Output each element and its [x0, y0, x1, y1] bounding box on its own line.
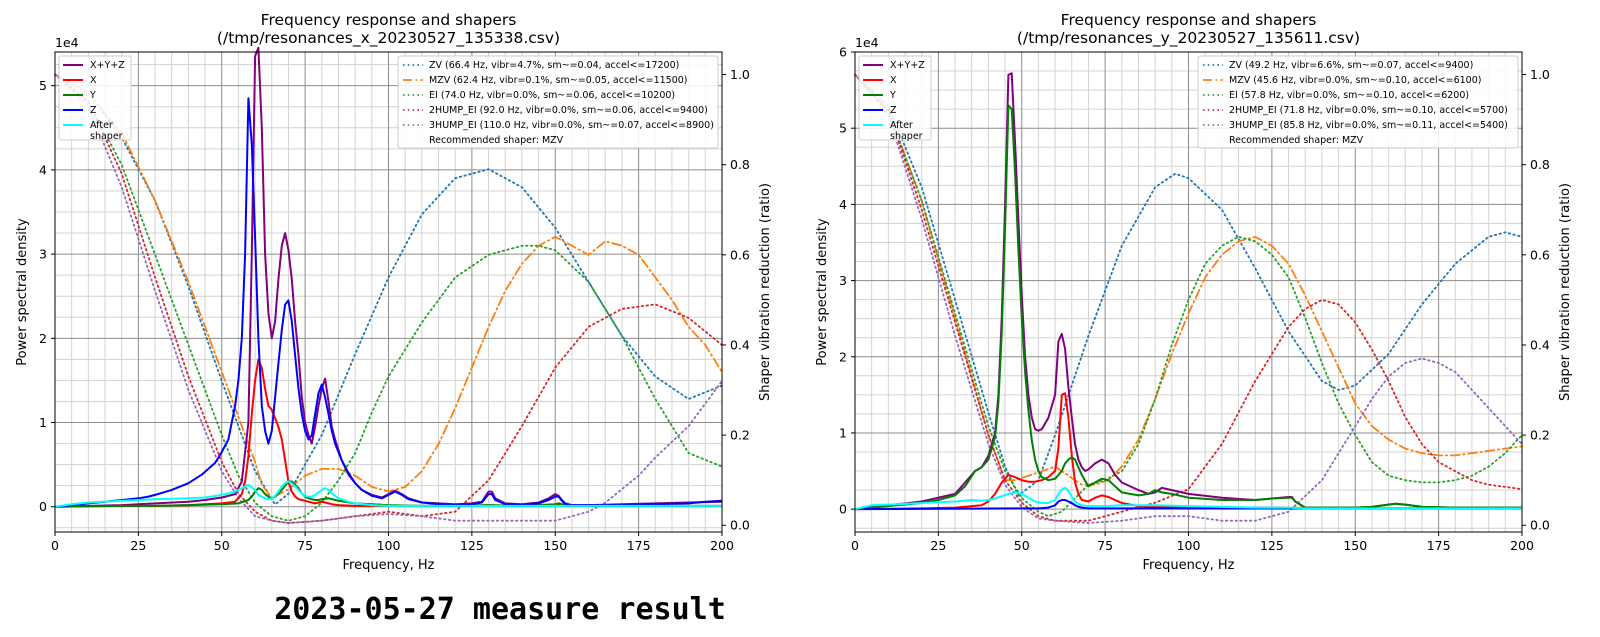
- chart1-x-tick-label: 175: [1427, 538, 1451, 553]
- chart1-y2-tick-label: 0.8: [1530, 157, 1550, 172]
- chart1-y-tick-label: 5: [839, 121, 847, 136]
- chart1-y2-tick-label: 0.6: [1530, 247, 1550, 262]
- chart1-shaper-legend-box: [1197, 55, 1519, 149]
- chart0-shaper-line-4: [54, 73, 723, 524]
- measure-caption: 2023-05-27 measure result: [274, 592, 726, 627]
- chart0-x-tick-label: 25: [130, 538, 146, 553]
- chart1-psd-legend-label-1: X: [890, 75, 897, 86]
- chart1-x-tick-label: 125: [1260, 538, 1284, 553]
- chart0-psd-legend-label-2: Y: [89, 90, 96, 101]
- chart1-psd-legend-box: [858, 55, 932, 141]
- chart1-y2-tick-label: 1.0: [1530, 67, 1550, 82]
- chart0-y-tick-label: 2: [39, 331, 47, 346]
- chart1-title: Frequency response and shapers: [1061, 11, 1317, 29]
- chart0-shaper-legend-label-3: 2HUMP_EI (92.0 Hz, vibr=0.0%, sm~=0.06, …: [429, 105, 708, 116]
- chart0-shaper-legend-label-4: 3HUMP_EI (110.0 Hz, vibr=0.0%, sm~=0.07,…: [429, 120, 714, 131]
- chart0-y2-tick-label: 1.0: [730, 67, 750, 82]
- chart1-psd-legend-label-4: After: [890, 120, 913, 131]
- chart1-y2-tick-label: 0.2: [1530, 428, 1550, 443]
- chart1-shaper-legend-label-1: MZV (45.6 Hz, vibr=0.0%, sm~=0.10, accel…: [1229, 75, 1481, 86]
- chart1-x-tick-label: 25: [930, 538, 946, 553]
- chart1-x-tick-label: 200: [1510, 538, 1534, 553]
- chart0-shaper-line-2: [54, 73, 723, 522]
- chart1-y-tick-label: 3: [839, 273, 847, 288]
- chart0-psd-legend-label-0: X+Y+Z: [90, 60, 125, 71]
- chart0-x-tick-label: 175: [627, 538, 651, 553]
- chart0-shaper-legend-label-1: MZV (62.4 Hz, vibr=0.1%, sm~=0.05, accel…: [429, 75, 688, 86]
- chart0-psd-line-4: [54, 480, 722, 508]
- chart0-shaper-legend-label-0: ZV (66.4 Hz, vibr=4.7%, sm~=0.04, accel<…: [429, 60, 679, 71]
- chart1-shaper-legend-label-3: 2HUMP_EI (71.8 Hz, vibr=0.0%, sm~=0.10, …: [1229, 105, 1508, 116]
- chart0-x-tick-label: 150: [543, 538, 567, 553]
- chart1-x-tick-label: 75: [1097, 538, 1113, 553]
- chart1-psd-legend-label-0: X+Y+Z: [890, 60, 925, 71]
- chart0-shaper-legend-note: Recommended shaper: MZV: [429, 135, 564, 146]
- chart0-x-tick-label: 100: [377, 538, 401, 553]
- chart0-y2-tick-label: 0.4: [730, 337, 750, 352]
- chart1-y-tick-label: 6: [839, 45, 847, 60]
- chart1-x-axis-label: Frequency, Hz: [1142, 558, 1234, 573]
- chart1-shaper-legend-label-4: 3HUMP_EI (85.8 Hz, vibr=0.0%, sm~=0.11, …: [1229, 120, 1508, 131]
- chart0-psd-legend-box: [58, 55, 132, 141]
- chart1-shaper-legend-note: Recommended shaper: MZV: [1229, 135, 1364, 146]
- chart0-y2-tick-label: 0.0: [730, 518, 750, 533]
- chart0-psd-legend-label-4: After: [90, 120, 113, 131]
- chart0-shaper-legend: ZV (66.4 Hz, vibr=4.7%, sm~=0.04, accel<…: [397, 55, 719, 149]
- chart0-y-tick-label: 4: [39, 162, 47, 177]
- chart0-shaper-legend-box: [397, 55, 719, 149]
- chart1-psd-legend-label-2: Y: [889, 90, 896, 101]
- chart1-x-tick-label: 150: [1343, 538, 1367, 553]
- chart1-psd-legend-label-3: Z: [890, 105, 897, 116]
- chart1-shaper-line-2: [854, 73, 1523, 518]
- chart1-shaper-line-0: [854, 73, 1523, 497]
- chart0-y-tick-label: 3: [39, 247, 47, 262]
- chart1-y-axis-label: Power spectral density: [815, 218, 830, 366]
- chart0-shaper-legend-label-2: EI (74.0 Hz, vibr=0.0%, sm~=0.06, accel<…: [429, 90, 675, 101]
- chart0-y2-tick-label: 0.6: [730, 247, 750, 262]
- chart1-shaper-legend: ZV (49.2 Hz, vibr=6.6%, sm~=0.07, accel<…: [1197, 55, 1519, 149]
- chart0-x-tick-label: 125: [460, 538, 484, 553]
- chart1-y-tick-label: 4: [839, 197, 847, 212]
- chart0-y2-tick-label: 0.2: [730, 428, 750, 443]
- chart1-shaper-line-4: [854, 73, 1523, 524]
- chart1-y-tick-label: 1: [839, 425, 847, 440]
- chart1-psd-line-4: [854, 486, 1522, 511]
- chart1-x-tick-label: 100: [1177, 538, 1201, 553]
- chart0-y2-axis-label: Shaper vibration reduction (ratio): [758, 183, 773, 401]
- chart0-x-axis-label: Frequency, Hz: [342, 558, 434, 573]
- chart0-y-tick-label: 5: [39, 78, 47, 93]
- chart1-x-tick-label: 0: [851, 538, 859, 553]
- chart1-shaper-legend-label-2: EI (57.8 Hz, vibr=0.0%, sm~=0.10, accel<…: [1229, 90, 1469, 101]
- chart0-psd-legend-label-1: X: [90, 75, 97, 86]
- chart0-y-tick-label: 1: [39, 415, 47, 430]
- chart-x-axis: 0 25 50 75 100 125 150 175 200 0 1 2 3 4 5 0.0 0.2 0.4 0.6…: [15, 11, 773, 573]
- chart1-y-tick-label: 2: [839, 349, 847, 364]
- chart0-x-tick-label: 75: [297, 538, 313, 553]
- chart0-y-multiplier: 1e4: [55, 35, 79, 50]
- chart0-psd-legend-label-4: shaper: [90, 131, 123, 142]
- chart1-psd-line-2: [854, 104, 1522, 511]
- chart0-x-tick-label: 200: [710, 538, 734, 553]
- chart1-y2-axis-label: Shaper vibration reduction (ratio): [1558, 183, 1573, 401]
- chart1-psd-legend-label-4: shaper: [890, 131, 923, 142]
- chart1-y-tick-label: 0: [839, 502, 847, 517]
- chart0-y-axis-label: Power spectral density: [15, 218, 30, 366]
- chart0-title: Frequency response and shapers: [261, 11, 517, 29]
- chart0-psd-legend-label-3: Z: [90, 105, 97, 116]
- chart1-shaper-legend-label-0: ZV (49.2 Hz, vibr=6.6%, sm~=0.07, accel<…: [1229, 60, 1473, 71]
- chart1-subtitle: (/tmp/resonances_y_20230527_135611.csv): [1017, 29, 1360, 48]
- chart1-shaper-line-3: [854, 73, 1523, 522]
- chart0-x-tick-label: 0: [51, 538, 59, 553]
- chart1-x-tick-label: 50: [1014, 538, 1030, 553]
- chart1-y-multiplier: 1e4: [855, 35, 879, 50]
- chart1-y2-tick-label: 0.0: [1530, 518, 1550, 533]
- chart0-x-tick-label: 50: [214, 538, 230, 553]
- chart0-y2-tick-label: 0.8: [730, 157, 750, 172]
- chart-y-axis: 0 25 50 75 100 125 150 175 200 0 1 2 3 4 5 6 0.0 0.2 0.4 0.…: [815, 11, 1573, 573]
- chart0-subtitle: (/tmp/resonances_x_20230527_135338.csv): [217, 29, 560, 48]
- chart0-y-tick-label: 0: [39, 499, 47, 514]
- chart1-y2-tick-label: 0.4: [1530, 337, 1550, 352]
